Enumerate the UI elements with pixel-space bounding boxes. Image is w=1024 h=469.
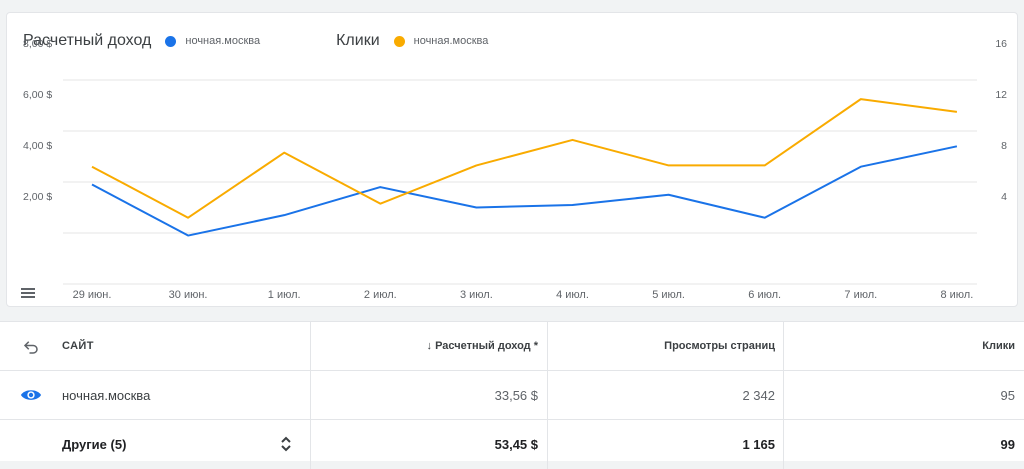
y-right-tick-label: 16 bbox=[995, 38, 1007, 50]
expand-collapse-icon[interactable] bbox=[279, 434, 293, 454]
series-line bbox=[91, 98, 958, 219]
header-site[interactable]: САЙТ bbox=[62, 340, 94, 352]
legend-dot-clicks bbox=[393, 35, 405, 47]
header-pageviews[interactable]: Просмотры страниц bbox=[664, 340, 775, 352]
header-revenue[interactable]: ↓ Расчетный доход * bbox=[426, 340, 538, 352]
y-left-tick-label: 4,00 $ bbox=[23, 140, 52, 152]
series-line bbox=[91, 145, 958, 237]
legend-metric-revenue: Расчетный доход bbox=[23, 32, 152, 49]
header-clicks[interactable]: Клики bbox=[982, 340, 1015, 352]
x-tick-label: 6 июл. bbox=[748, 289, 781, 301]
legend-dot-revenue bbox=[165, 35, 177, 47]
y-right-tick-label: 12 bbox=[995, 89, 1007, 101]
table-header-row: САЙТ ↓ Расчетный доход * Просмотры стран… bbox=[0, 322, 1024, 371]
x-tick-label: 3 июл. bbox=[460, 289, 493, 301]
legend-series-clicks: ночная.москва bbox=[413, 35, 489, 47]
x-tick-label: 29 июн. bbox=[73, 289, 112, 301]
y-right-tick-label: 4 bbox=[1001, 191, 1007, 203]
data-table: САЙТ ↓ Расчетный доход * Просмотры стран… bbox=[0, 321, 1024, 469]
x-tick-label: 30 июн. bbox=[169, 289, 208, 301]
y-right-tick-label: 8 bbox=[1001, 140, 1007, 152]
row-pageviews: 1 165 bbox=[742, 437, 775, 452]
table-row[interactable]: ночная.москва 33,56 $ 2 342 95 bbox=[0, 371, 1024, 420]
legend-metric-clicks: Клики bbox=[336, 32, 380, 49]
chart-card: Расчетный доход ночная.москва Клики ночн… bbox=[6, 12, 1018, 307]
table-view-menu-icon[interactable] bbox=[21, 288, 35, 300]
row-site: ночная.москва bbox=[62, 387, 151, 403]
x-tick-label: 2 июл. bbox=[364, 289, 397, 301]
y-left-tick-label: 8,00 $ bbox=[23, 38, 52, 50]
table-row[interactable]: Другие (5) 53,45 $ 1 165 99 bbox=[0, 420, 1024, 469]
x-tick-label: 4 июл. bbox=[556, 289, 589, 301]
back-arrow-icon[interactable] bbox=[22, 338, 40, 356]
row-revenue: 33,56 $ bbox=[494, 387, 538, 403]
chart-legend: Расчетный доход ночная.москва Клики ночн… bbox=[23, 31, 488, 51]
x-tick-label: 5 июл. bbox=[652, 289, 685, 301]
x-tick-label: 7 июл. bbox=[844, 289, 877, 301]
row-revenue: 53,45 $ bbox=[494, 437, 538, 452]
row-clicks: 99 bbox=[1000, 437, 1015, 452]
legend-series-revenue: ночная.москва bbox=[185, 35, 261, 47]
y-left-tick-label: 6,00 $ bbox=[23, 89, 52, 101]
row-clicks: 95 bbox=[1000, 387, 1015, 403]
line-chart: 2,00 $ 4,00 $ 6,00 $ 8,00 $ 4 8 12 16 29 июн. 30 … bbox=[23, 38, 1007, 301]
eye-icon[interactable] bbox=[20, 387, 42, 403]
y-left-tick-label: 2,00 $ bbox=[23, 191, 52, 203]
row-site: Другие (5) bbox=[62, 437, 127, 452]
x-tick-label: 8 июл. bbox=[940, 289, 973, 301]
row-pageviews: 2 342 bbox=[742, 387, 775, 403]
x-tick-label: 1 июл. bbox=[268, 289, 301, 301]
